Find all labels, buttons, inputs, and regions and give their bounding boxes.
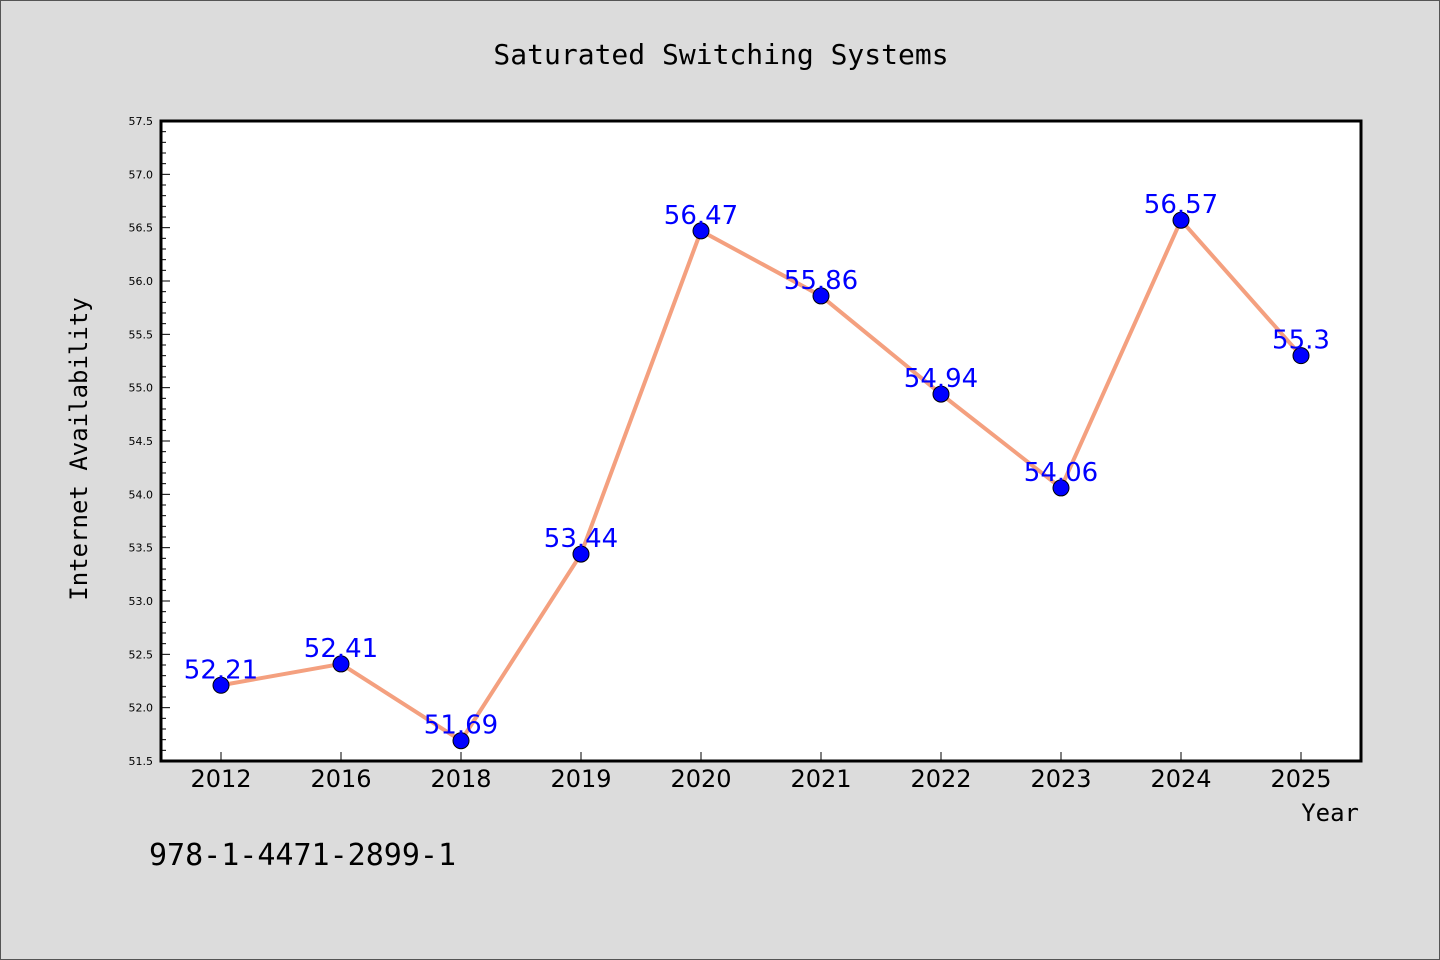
- data-point: [692, 222, 710, 240]
- y-tick-label: 52.5: [129, 648, 154, 661]
- y-tick-label: 55.5: [129, 328, 154, 341]
- x-tick-label: 2016: [310, 765, 371, 793]
- x-tick-label: 2023: [1030, 765, 1091, 793]
- x-axis-label: Year: [1301, 799, 1359, 827]
- y-axis: 51.5 52.0 52.5 53.0 53.5 54.0 54.5 55.0 55.5 56.0…: [129, 115, 170, 768]
- caption: 978-1-4471-2899-1: [149, 838, 456, 873]
- series-layer: 52.21 52.41 51.69 53.44 56.47 55.86 54.94 54.06…: [184, 190, 1330, 750]
- data-point: [932, 385, 950, 403]
- data-point: [212, 676, 230, 694]
- x-tick-label: 2024: [1150, 765, 1211, 793]
- data-label: 56.57: [1144, 190, 1218, 220]
- x-tick-label: 2021: [790, 765, 851, 793]
- data-point: [1052, 479, 1070, 497]
- x-tick-label: 2025: [1270, 765, 1331, 793]
- y-tick-label: 56.5: [129, 222, 154, 235]
- x-tick-label: 2022: [910, 765, 971, 793]
- x-tick-label: 2019: [550, 765, 611, 793]
- data-label: 55.86: [784, 266, 858, 296]
- data-label: 51.69: [424, 711, 498, 741]
- y-axis-label: Internet Availability: [65, 297, 93, 600]
- data-label: 56.47: [664, 201, 738, 231]
- data-label: 53.44: [544, 524, 618, 554]
- y-tick-label: 53.0: [129, 595, 154, 608]
- data-label: 52.41: [304, 634, 378, 664]
- y-tick-label: 54.5: [129, 435, 154, 448]
- data-label: 54.94: [904, 364, 978, 394]
- y-tick-label: 51.5: [129, 755, 154, 768]
- chart-title: Saturated Switching Systems: [493, 38, 948, 71]
- series-line: [220, 218, 1303, 743]
- x-tick-label: 2020: [670, 765, 731, 793]
- y-tick-label: 52.0: [129, 702, 154, 715]
- y-tick-label: 54.0: [129, 488, 154, 501]
- y-tick-label: 57.0: [129, 168, 154, 181]
- data-label: 54.06: [1024, 458, 1098, 488]
- data-point: [1172, 211, 1190, 229]
- x-tick-label: 2018: [430, 765, 491, 793]
- y-tick-label: 56.0: [129, 275, 154, 288]
- x-tick-label: 2012: [190, 765, 251, 793]
- data-label: 55.3: [1272, 326, 1330, 356]
- y-tick-label: 53.5: [129, 542, 154, 555]
- y-tick-label: 57.5: [129, 115, 154, 128]
- y-tick-label: 55.0: [129, 382, 154, 395]
- data-point: [572, 545, 590, 563]
- data-label: 52.21: [184, 655, 258, 685]
- data-point: [332, 655, 350, 673]
- data-point: [1292, 347, 1310, 365]
- data-point: [812, 287, 830, 305]
- plot-area: [159, 119, 1363, 763]
- data-point: [452, 732, 470, 750]
- x-axis: 2012 2016 2018 2019 2020 2021 2022 2023 2024 2025: [190, 752, 1332, 793]
